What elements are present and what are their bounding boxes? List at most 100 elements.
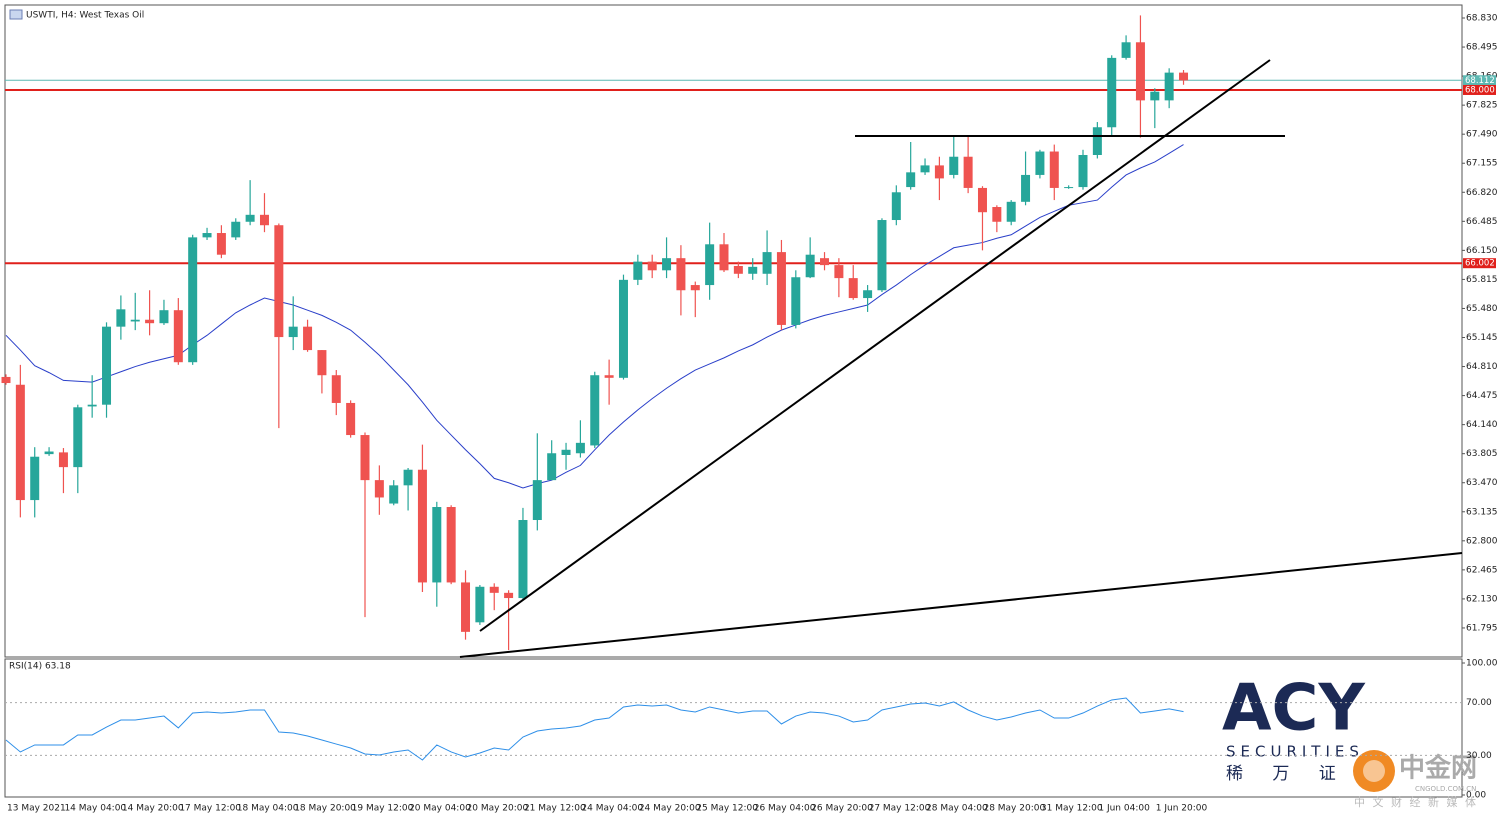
level-label: 68.112 bbox=[1465, 76, 1495, 86]
trend-lines bbox=[459, 59, 1463, 658]
x-tick-label: 21 May 12:00 bbox=[524, 804, 586, 814]
x-tick-label: 14 May 04:00 bbox=[64, 804, 126, 814]
candle-body bbox=[102, 326, 112, 405]
logo: ACY SECURITIES 稀 万 证 中金网 CNGOLD.COM.CN 中… bbox=[1222, 672, 1478, 809]
candle-body bbox=[949, 156, 959, 175]
rsi-panel bbox=[4, 658, 1463, 798]
y-tick-label: 63.470 bbox=[1466, 478, 1498, 488]
candle-body bbox=[15, 384, 25, 501]
candle-body bbox=[417, 469, 427, 583]
candle-body bbox=[346, 402, 356, 436]
y-tick-label: 30.00 bbox=[1466, 751, 1492, 761]
x-tick-label: 24 May 20:00 bbox=[639, 804, 701, 814]
candle-body bbox=[145, 319, 155, 324]
candle-body bbox=[575, 442, 585, 454]
y-tick-label: 0.00 bbox=[1466, 791, 1486, 801]
candle-body bbox=[719, 244, 729, 271]
candle-body bbox=[877, 220, 887, 291]
candle-body bbox=[446, 507, 456, 583]
candle-body bbox=[518, 520, 528, 599]
y-tick-label: 62.130 bbox=[1466, 594, 1498, 604]
trend-line bbox=[459, 552, 1463, 658]
watermark-slogan: 中 文 财 经 新 媒 体 bbox=[1354, 795, 1478, 809]
candle-body bbox=[547, 453, 557, 481]
candle-body bbox=[231, 221, 241, 238]
candle-body bbox=[159, 310, 169, 324]
x-tick-label: 1 Jun 04:00 bbox=[1098, 804, 1150, 814]
candle-body bbox=[1107, 57, 1117, 128]
candle-body bbox=[116, 309, 126, 327]
candle-body bbox=[532, 480, 542, 521]
candle-body bbox=[58, 452, 68, 468]
moving-average bbox=[5, 144, 1184, 489]
candle-body bbox=[1006, 201, 1016, 222]
candle-body bbox=[1035, 151, 1045, 175]
candle-body bbox=[776, 252, 786, 325]
candle-body bbox=[1179, 72, 1189, 81]
candle-body bbox=[173, 310, 183, 363]
candle-body bbox=[30, 456, 40, 501]
x-tick-label: 14 May 20:00 bbox=[122, 804, 184, 814]
watermark-text: 中金网 bbox=[1399, 753, 1477, 784]
x-tick-label: 26 May 20:00 bbox=[811, 804, 873, 814]
x-tick-label: 27 May 12:00 bbox=[869, 804, 931, 814]
y-tick-label: 67.825 bbox=[1466, 101, 1498, 111]
logo-tagline: SECURITIES bbox=[1226, 743, 1364, 761]
y-tick-label: 62.800 bbox=[1466, 536, 1498, 546]
candle-body bbox=[73, 407, 83, 468]
x-tick-label: 18 May 04:00 bbox=[237, 804, 299, 814]
candle-body bbox=[288, 326, 298, 338]
candle-body bbox=[891, 192, 901, 221]
watermark-icon bbox=[1363, 760, 1385, 782]
x-tick-label: 1 Jun 20:00 bbox=[1156, 804, 1208, 814]
candle-body bbox=[676, 258, 686, 291]
candle-body bbox=[475, 586, 485, 623]
candle-body bbox=[748, 266, 758, 274]
rsi-line bbox=[5, 697, 1184, 761]
candle-body bbox=[618, 279, 628, 378]
y-tick-label: 66.485 bbox=[1466, 217, 1498, 227]
candle-body bbox=[1, 376, 11, 384]
candle-body bbox=[733, 265, 743, 274]
candle-body bbox=[188, 237, 198, 363]
candle-body bbox=[87, 404, 97, 407]
y-tick-label: 64.475 bbox=[1466, 391, 1498, 401]
candle-body bbox=[303, 326, 313, 351]
y-tick-label: 63.135 bbox=[1466, 507, 1498, 517]
candle-body bbox=[504, 592, 514, 599]
candle-body bbox=[906, 172, 916, 188]
x-tick-label: 28 May 04:00 bbox=[926, 804, 988, 814]
candle-body bbox=[934, 165, 944, 179]
y-tick-label: 64.810 bbox=[1466, 362, 1498, 372]
x-tick-label: 26 May 04:00 bbox=[754, 804, 816, 814]
level-label: 68.000 bbox=[1465, 85, 1495, 95]
logo-chinese: 稀 万 证 bbox=[1226, 764, 1348, 784]
candle-body bbox=[1135, 42, 1145, 101]
candle-body bbox=[1064, 187, 1074, 189]
level-label: 66.002 bbox=[1465, 259, 1495, 269]
x-tick-label: 18 May 20:00 bbox=[294, 804, 356, 814]
y-tick-label: 66.820 bbox=[1466, 188, 1498, 198]
main-panel bbox=[4, 4, 1463, 658]
watermark-site: CNGOLD.COM.CN bbox=[1415, 785, 1476, 793]
y-tick-label: 68.830 bbox=[1466, 14, 1498, 24]
candle-body bbox=[820, 258, 830, 266]
x-tick-label: 17 May 12:00 bbox=[179, 804, 241, 814]
symbol-icon bbox=[9, 9, 23, 20]
candle-body bbox=[360, 435, 370, 481]
logo-text: ACY bbox=[1222, 672, 1366, 746]
trend-line bbox=[479, 59, 1271, 632]
candle-body bbox=[647, 261, 657, 271]
candle-body bbox=[389, 485, 399, 504]
candle-body bbox=[863, 290, 873, 299]
candle-body bbox=[317, 350, 327, 376]
candle-body bbox=[374, 480, 384, 498]
candle-body bbox=[202, 233, 212, 238]
x-tick-label: 20 May 20:00 bbox=[467, 804, 529, 814]
y-tick-label: 70.00 bbox=[1466, 698, 1492, 708]
x-tick-label: 20 May 04:00 bbox=[409, 804, 471, 814]
y-tick-label: 61.795 bbox=[1466, 623, 1498, 633]
level-label-box bbox=[1463, 258, 1496, 269]
x-tick-label: 25 May 12:00 bbox=[696, 804, 758, 814]
